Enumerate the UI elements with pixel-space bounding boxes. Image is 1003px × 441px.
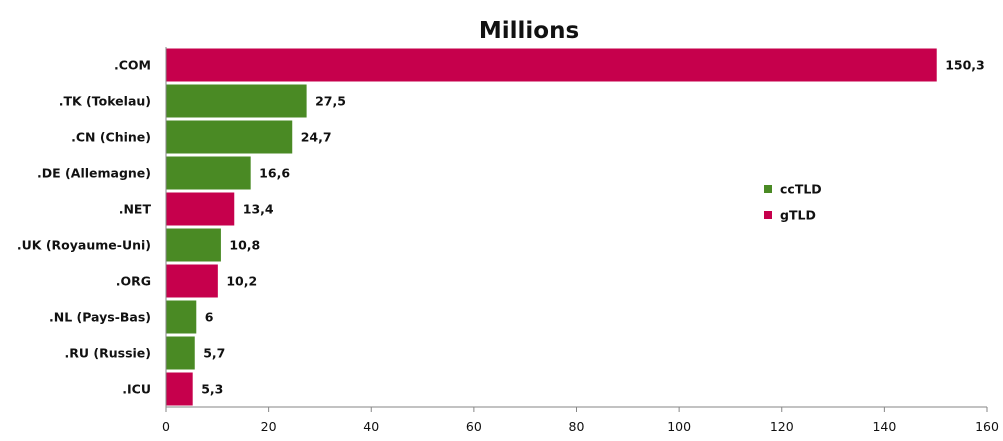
legend-label: gTLD [780, 208, 816, 223]
bar-3 [165, 119, 294, 155]
bar-6 [165, 227, 222, 263]
x-tick-label: 60 [466, 419, 482, 434]
data-label: 6 [205, 310, 214, 325]
bar-1 [165, 47, 938, 83]
category-label: .RU (Russie) [65, 346, 151, 361]
category-label: .COM [114, 58, 151, 73]
legend-label: ccTLD [780, 182, 822, 197]
data-label: 10,8 [229, 238, 260, 253]
bar-4 [165, 155, 252, 191]
x-tick-label: 100 [667, 419, 691, 434]
bar-7 [165, 263, 219, 299]
x-axis: 0 20 40 60 80 100 120 140 160 [162, 47, 999, 434]
bar-8 [165, 299, 198, 335]
bar-9 [165, 335, 196, 371]
bar-5 [165, 191, 236, 227]
bar-2 [165, 83, 308, 119]
bars-layer [165, 47, 938, 407]
labels-layer: .COM 150,3 .TK (Tokelau) 27,5 .CN (Chine) 24,… [17, 58, 985, 397]
category-label: .CN (Chine) [71, 130, 151, 145]
x-tick-label: 40 [363, 419, 379, 434]
x-tick-label: 20 [261, 419, 277, 434]
category-label: .TK (Tokelau) [59, 94, 151, 109]
x-tick-label: 120 [770, 419, 794, 434]
bar-10 [165, 371, 194, 407]
data-label: 5,3 [201, 382, 223, 397]
data-label: 24,7 [301, 130, 332, 145]
category-label: .NET [119, 202, 152, 217]
category-label: .DE (Allemagne) [37, 166, 151, 181]
data-label: 27,5 [315, 94, 346, 109]
data-label: 13,4 [243, 202, 274, 217]
data-label: 150,3 [945, 58, 985, 73]
x-tick-label: 80 [569, 419, 585, 434]
category-label: .UK (Royaume-Uni) [17, 238, 151, 253]
category-label: .ICU [122, 382, 151, 397]
category-label: .ORG [116, 274, 151, 289]
category-label: .NL (Pays-Bas) [49, 310, 151, 325]
data-label: 16,6 [259, 166, 290, 181]
x-tick-label: 0 [162, 419, 170, 434]
data-label: 5,7 [203, 346, 225, 361]
legend-swatch-cctld [764, 185, 772, 193]
legend-swatch-gtld [764, 211, 772, 219]
x-tick-label: 160 [975, 419, 999, 434]
data-label: 10,2 [226, 274, 257, 289]
x-tick-label: 140 [872, 419, 896, 434]
legend: ccTLD gTLD [764, 182, 822, 223]
chart-title: Millions [479, 18, 579, 44]
